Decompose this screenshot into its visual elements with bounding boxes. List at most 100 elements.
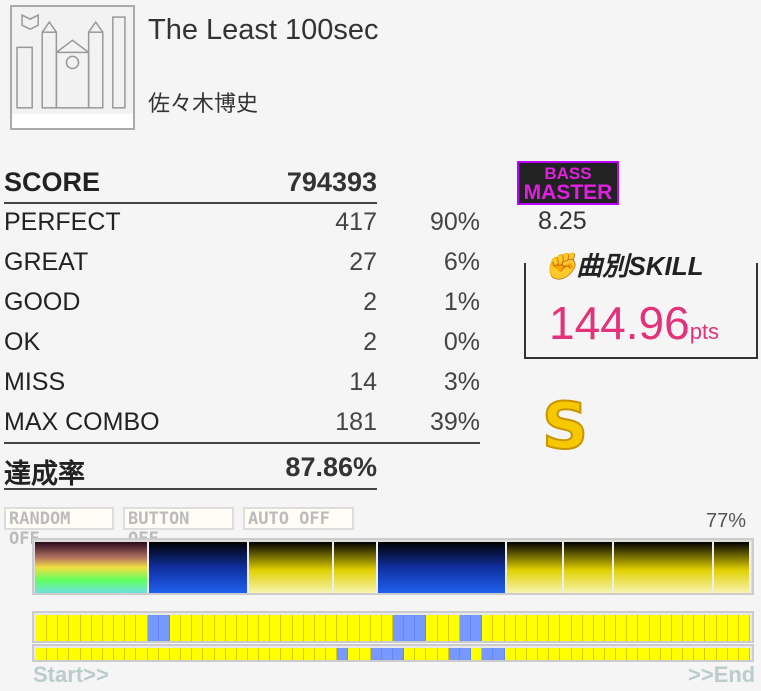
row-label: OK — [4, 328, 41, 356]
timeline-segment-miss — [337, 648, 349, 660]
row-percent: 3% — [443, 368, 480, 396]
timeline-segment — [259, 648, 271, 660]
achievement-label: 達成率 — [4, 459, 85, 489]
timeline-segment — [582, 648, 594, 660]
timeline-segment — [504, 648, 516, 660]
timeline-segment — [36, 615, 48, 641]
timeline-segment — [515, 615, 527, 641]
timeline-segment — [348, 648, 360, 660]
timeline-segment — [660, 615, 672, 641]
timeline-segment — [214, 615, 226, 641]
timeline-segment — [158, 648, 170, 660]
timeline-segment-miss — [415, 615, 427, 641]
divider — [4, 202, 377, 204]
timeline-segment — [426, 648, 438, 660]
timeline-segment — [125, 648, 137, 660]
random-option: RANDOM OFF — [4, 507, 114, 549]
album-jacket — [10, 5, 135, 130]
timeline-segment — [738, 615, 750, 641]
result-row-miss: MISS 14 3% — [4, 362, 480, 402]
timeline-segment — [292, 615, 304, 641]
score-value: 794393 — [286, 167, 377, 197]
timeline-segment — [136, 615, 148, 641]
timeline-segment — [214, 648, 226, 660]
timeline-segment — [80, 615, 92, 641]
timeline-segment — [281, 648, 293, 660]
difficulty-level: 8.25 — [538, 207, 587, 235]
timeline-segment — [370, 615, 382, 641]
timeline-segment — [660, 648, 672, 660]
timeline-segment — [437, 648, 449, 660]
timeline-segment — [247, 615, 260, 641]
timeline-segment — [203, 615, 215, 641]
timeline-segment — [716, 648, 728, 660]
timeline-row-1 — [32, 611, 754, 643]
timeline-segment — [404, 648, 416, 660]
timeline-segment — [560, 648, 572, 660]
timeline-segment — [270, 615, 282, 641]
row-value: 181 — [335, 408, 377, 436]
timeline-segment — [58, 648, 70, 660]
timeline-segment — [292, 648, 304, 660]
row-label: GOOD — [4, 288, 81, 316]
timeline-segment — [91, 615, 103, 641]
row-value: 2 — [363, 328, 377, 356]
gauge-block-blue — [378, 542, 507, 593]
result-row-great: GREAT 27 6% — [4, 242, 480, 282]
result-row-ok: OK 2 0% — [4, 322, 480, 362]
timeline-segment — [616, 648, 628, 660]
timeline-segment — [303, 615, 315, 641]
timeline-segment — [225, 648, 237, 660]
timeline-segment-miss — [147, 615, 159, 641]
timeline-segment — [169, 615, 182, 641]
gauge-block-yellow — [564, 542, 614, 593]
timeline-segment — [337, 615, 349, 641]
gauge-block-rainbow — [35, 542, 149, 593]
timeline-segment — [593, 615, 605, 641]
timeline-segment — [571, 648, 583, 660]
timeline-segment-miss — [471, 615, 483, 641]
timeline-segment-miss — [459, 648, 472, 660]
difficulty-badge: BASS MASTER — [517, 161, 619, 205]
row-percent: 39% — [429, 408, 480, 436]
timeline-segment — [147, 648, 159, 660]
timeline-row-2 — [32, 644, 754, 662]
skill-header: ✊曲別SKILL — [540, 246, 708, 283]
timeline-segment — [326, 648, 338, 660]
timeline-segment — [493, 615, 505, 641]
timeline-segment — [738, 648, 750, 660]
timeline-segment — [125, 615, 137, 641]
song-artist: 佐々木博史 — [148, 91, 259, 116]
difficulty-label: MASTER — [523, 181, 613, 204]
timeline-segment — [671, 615, 684, 641]
timeline-segment — [727, 615, 739, 641]
divider — [4, 442, 480, 444]
timeline-segment — [259, 615, 271, 641]
row-label: MISS — [4, 368, 66, 396]
timeline-segment — [47, 615, 59, 641]
timeline-segment — [303, 648, 315, 660]
gauge-block-yellow — [714, 542, 751, 593]
timeline-segment-miss — [381, 648, 393, 660]
timeline-segment — [727, 648, 739, 660]
result-row-good: GOOD 2 1% — [4, 282, 480, 322]
timeline-segment — [270, 648, 282, 660]
timeline-segment — [381, 615, 393, 641]
timeline-segment — [192, 615, 204, 641]
gauge-block-yellow — [507, 542, 564, 593]
gauge-block-blue — [149, 542, 249, 593]
timeline-segment — [236, 648, 248, 660]
timeline-segment — [114, 648, 126, 660]
gauge-block-yellow — [334, 542, 378, 593]
timeline-segment — [69, 648, 81, 660]
timeline-segment — [192, 648, 204, 660]
timeline-segment — [504, 615, 516, 641]
timeline-segment — [705, 648, 717, 660]
timeline-segment — [683, 615, 695, 641]
part-label: BASS — [544, 164, 592, 183]
timeline-segment — [225, 615, 237, 641]
timeline-segment — [571, 615, 583, 641]
timeline-segment — [604, 615, 617, 641]
skill-header-en: SKILL — [628, 251, 704, 281]
timeline-segment — [638, 648, 650, 660]
